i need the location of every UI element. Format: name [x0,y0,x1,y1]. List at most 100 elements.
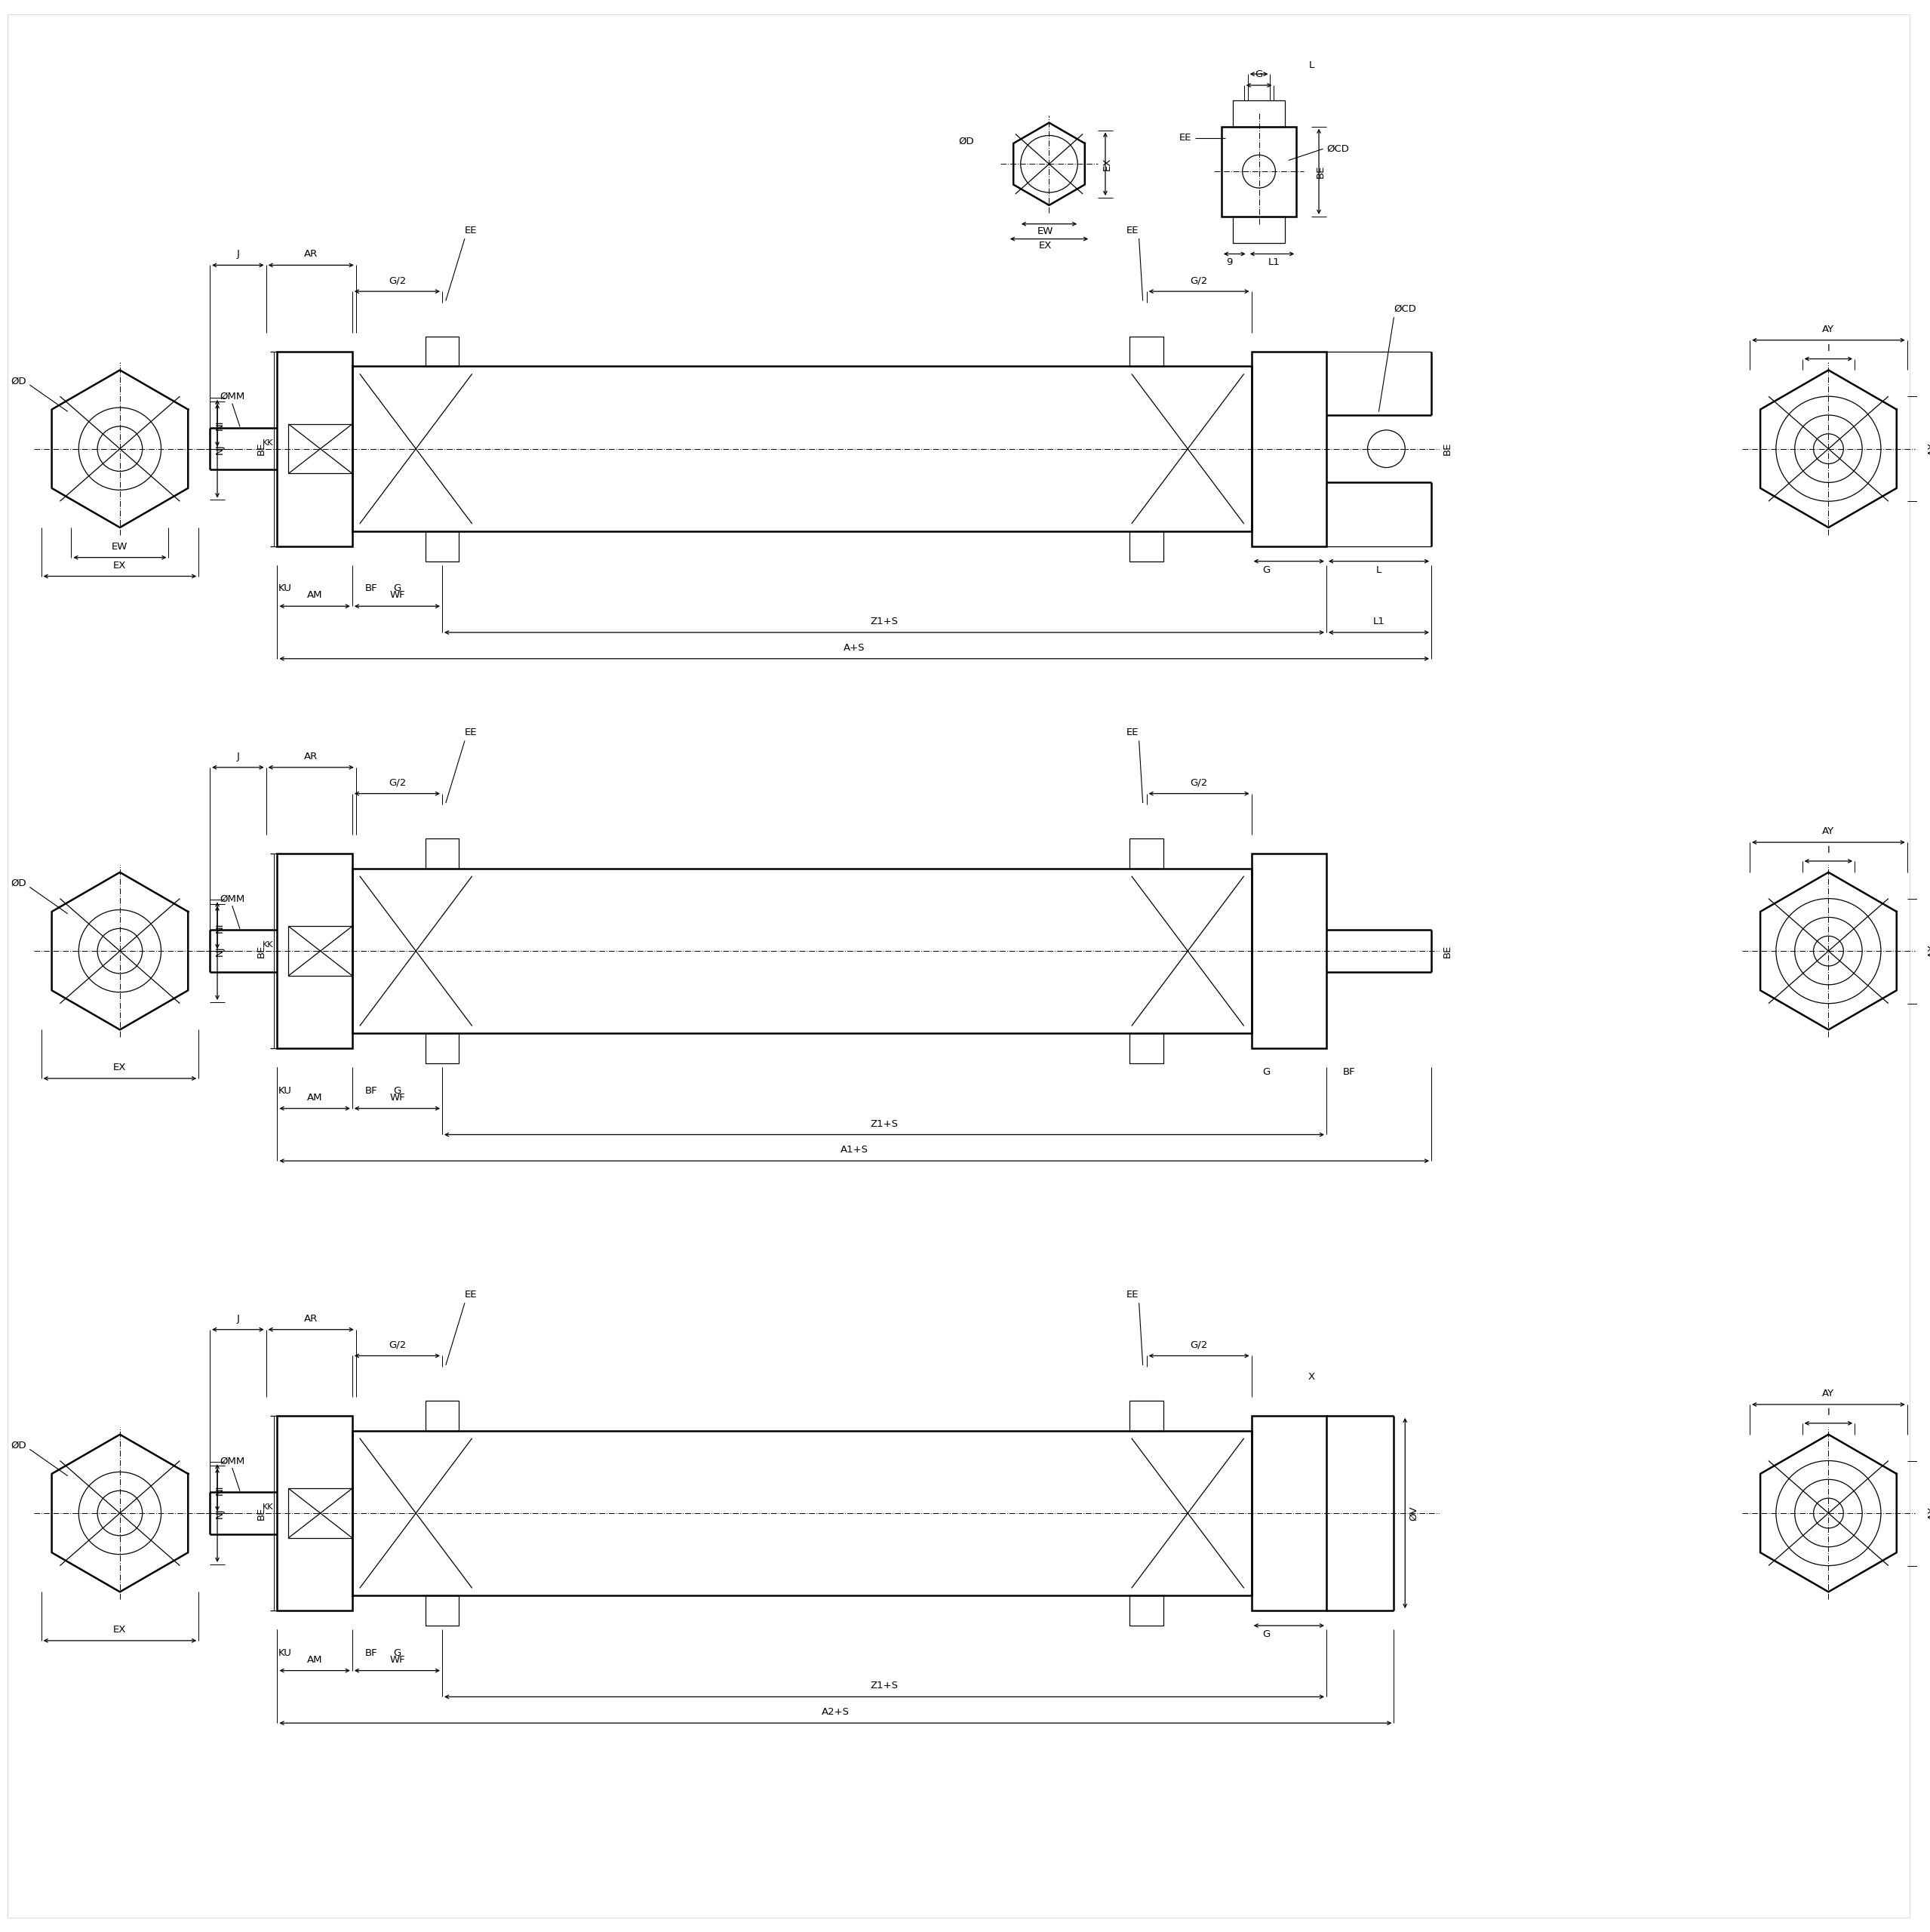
Text: NJ: NJ [214,444,226,454]
Text: EW: EW [1036,226,1054,236]
Text: G/2: G/2 [388,276,405,286]
Text: A1+S: A1+S [840,1146,869,1155]
Text: G: G [1262,1066,1270,1076]
Text: AM: AM [307,1094,322,1103]
Text: A2+S: A2+S [822,1708,849,1718]
Text: KK: KK [262,439,274,446]
Text: WF: WF [390,591,405,601]
Text: KK: KK [262,1503,274,1511]
Text: AY: AY [1822,1389,1835,1399]
Bar [1129,838,1164,869]
Text: BE: BE [1442,945,1453,958]
Text: WF: WF [390,1656,405,1665]
Text: I: I [1828,846,1830,856]
Text: Z1+S: Z1+S [870,1681,897,1690]
Text: Z1+S: Z1+S [870,616,897,626]
Text: G/2: G/2 [388,779,405,788]
Text: EX: EX [1102,156,1112,170]
Text: J: J [237,249,239,259]
Text: X: X [1309,1372,1314,1381]
Text: Z1+S: Z1+S [870,1119,897,1128]
Bar [425,838,459,869]
Text: AX: AX [1928,1507,1930,1520]
Text: ØMM: ØMM [220,895,245,904]
Text: KU: KU [278,1648,291,1658]
Bar [425,336,459,367]
Text: AR: AR [305,1314,318,1323]
Bar [425,1596,459,1625]
Bar [1251,352,1326,547]
Bar [1129,1401,1164,1432]
Bar [288,925,351,976]
Text: ØCD: ØCD [1393,303,1417,313]
Text: L1: L1 [1268,257,1280,267]
Bar [1251,854,1326,1049]
Text: G/2: G/2 [1191,779,1208,788]
Bar [351,869,1251,1034]
Text: KU: KU [278,583,291,593]
Text: ØMM: ØMM [220,1457,245,1466]
Bar [1129,1596,1164,1625]
Text: EX: EX [114,560,127,570]
Bar [288,423,351,473]
Text: EE: EE [1127,226,1139,236]
Text: EE: EE [465,226,477,236]
Text: EE: EE [1127,728,1139,738]
Text: J: J [237,1314,239,1323]
Text: G/2: G/2 [1191,1341,1208,1350]
Text: AR: AR [305,752,318,761]
Text: BF: BF [365,1086,376,1095]
Text: AY: AY [1822,827,1835,837]
Bar [1129,1034,1164,1063]
Text: BF: BF [365,1648,376,1658]
Text: AX: AX [1928,945,1930,958]
Bar [278,352,351,547]
Text: NJ: NJ [214,947,226,956]
Text: G: G [394,1648,401,1658]
Text: EW: EW [112,541,127,551]
Text: J: J [237,752,239,761]
Text: L: L [1376,564,1382,576]
Text: EE: EE [1179,133,1191,143]
Text: NI: NI [214,922,226,933]
Text: I: I [1828,1406,1830,1418]
Text: G: G [1262,564,1270,576]
Text: 9: 9 [1226,257,1231,267]
Text: ØD: ØD [12,879,27,889]
Text: EX: EX [114,1063,127,1072]
Bar [1233,216,1285,243]
Text: EX: EX [1038,240,1052,251]
Bar [278,1416,351,1611]
Text: AM: AM [307,591,322,601]
Text: BE: BE [1316,164,1326,178]
Text: L1: L1 [1372,616,1386,626]
Bar [1222,126,1297,216]
Text: ØCD: ØCD [1326,145,1349,155]
Bar [1251,1416,1326,1611]
Text: BE: BE [257,945,266,958]
Text: AR: AR [305,249,318,259]
Bar [278,854,351,1049]
Text: KU: KU [278,1086,291,1095]
Text: BF: BF [365,583,376,593]
Bar [1129,531,1164,560]
Text: KK: KK [262,941,274,949]
Text: A+S: A+S [843,643,865,653]
Text: ØV: ØV [1409,1505,1419,1520]
Text: EE: EE [465,728,477,738]
Text: ØD: ØD [959,137,975,147]
Bar [1129,336,1164,367]
Text: EE: EE [465,1291,477,1300]
Bar [351,367,1251,531]
Text: I: I [1828,344,1830,354]
Text: G: G [1262,1629,1270,1638]
Text: BE: BE [257,1507,266,1520]
Text: ØMM: ØMM [220,392,245,402]
Text: NJ: NJ [214,1509,226,1519]
Text: ØD: ØD [12,377,27,386]
Bar [425,531,459,560]
Bar [351,1432,1251,1596]
Text: G: G [394,583,401,593]
Text: NI: NI [214,1484,226,1495]
Text: BE: BE [257,442,266,456]
